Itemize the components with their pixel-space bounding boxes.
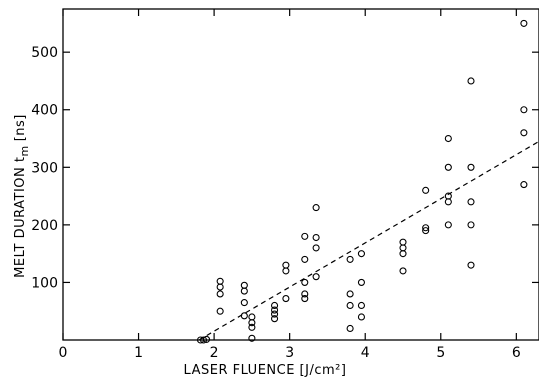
data-point: [444, 134, 452, 143]
data-point: [301, 295, 309, 303]
data-point: [248, 319, 256, 327]
data-point: [282, 295, 290, 303]
plot-frame: [62, 8, 539, 341]
data-point: [422, 186, 430, 194]
data-point: [216, 283, 224, 291]
data-point: [248, 323, 256, 331]
data-point: [520, 129, 528, 137]
data-point: [357, 301, 365, 310]
data-point: [199, 336, 208, 344]
data-point: [271, 310, 279, 318]
trend-line-layer: [198, 140, 539, 341]
data-point: [444, 221, 452, 229]
data-point: [203, 335, 211, 343]
data-point: [282, 267, 290, 275]
data-point: [301, 232, 309, 240]
x-tick-label: 0: [59, 345, 68, 361]
data-point: [444, 198, 452, 206]
y-tick-label: 500: [31, 45, 58, 61]
x-tick-label: 2: [210, 345, 219, 361]
data-point: [357, 278, 365, 286]
data-point: [399, 267, 407, 275]
y-axis-title: MELT DURATION tm[ns]: [13, 114, 31, 278]
data-point: [216, 277, 224, 285]
x-tick-label: 3: [285, 345, 294, 361]
data-point: [240, 312, 248, 320]
x-tick-label: 5: [436, 345, 445, 361]
data-point: [357, 250, 365, 258]
data-point: [301, 278, 309, 286]
data-point: [422, 227, 430, 235]
data-point: [312, 244, 320, 252]
y-tick-label: 100: [31, 275, 58, 291]
data-point: [467, 198, 475, 206]
data-point: [216, 307, 224, 315]
data-point: [312, 233, 320, 242]
y-tick-label: 300: [31, 160, 58, 176]
axis-ticks: 0 1 2 3 4 5 6 100 200 300 400 500: [31, 9, 539, 361]
data-point: [467, 163, 475, 171]
data-point: [467, 77, 475, 85]
y-tick-label: 400: [31, 103, 58, 119]
data-point: [248, 334, 256, 342]
x-tick-label: 4: [361, 345, 370, 361]
data-point: [399, 244, 407, 252]
data-point: [399, 250, 407, 258]
data-point: [301, 290, 309, 298]
data-point: [520, 19, 528, 27]
data-point: [520, 181, 528, 189]
data-point: [422, 224, 430, 232]
data-point: [399, 238, 407, 246]
data-point: [444, 163, 452, 171]
x-axis-title: LASER FLUENCE [J/cm²]: [184, 363, 347, 378]
data-point: [312, 204, 320, 212]
data-point: [346, 255, 354, 263]
data-point: [271, 315, 279, 323]
data-point: [467, 221, 475, 229]
data-point: [357, 313, 365, 321]
data-point: [216, 290, 224, 298]
data-point: [467, 261, 475, 269]
data-point: [312, 273, 320, 281]
data-point: [240, 287, 248, 295]
data-point: [346, 301, 354, 310]
data-point: [240, 299, 248, 307]
data-point: [271, 306, 279, 314]
data-point: [346, 290, 354, 298]
trend-line: [198, 140, 539, 341]
data-point: [301, 255, 309, 263]
y-axis-title-group: MELT DURATION tm[ns]: [13, 114, 31, 278]
data-point: [271, 301, 279, 310]
data-point: [282, 261, 290, 269]
data-point: [248, 313, 256, 321]
data-point: [520, 106, 528, 114]
data-points-layer: [196, 19, 528, 344]
data-point: [346, 324, 354, 333]
x-tick-label: 1: [134, 345, 143, 361]
data-point: [240, 281, 248, 289]
y-tick-label: 200: [31, 218, 58, 234]
x-tick-label: 6: [512, 345, 521, 361]
